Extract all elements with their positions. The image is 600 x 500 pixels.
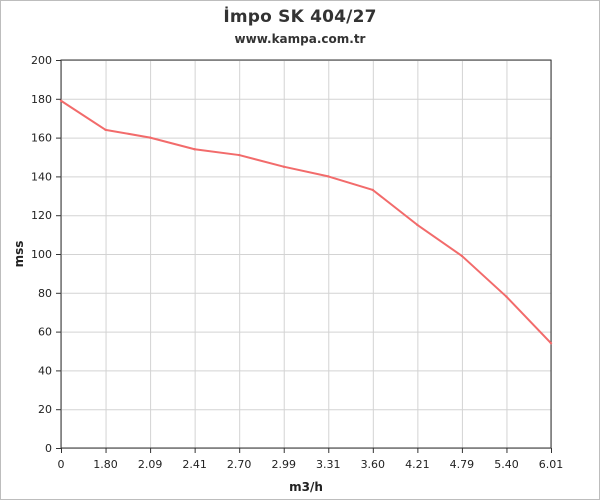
y-tick-label: 120 (31, 209, 52, 222)
data-point (193, 148, 196, 151)
x-tick-label: 4.21 (405, 458, 430, 471)
data-point (237, 153, 241, 157)
y-tick-label: 180 (31, 93, 52, 106)
series-line (60, 99, 552, 344)
data-point (549, 342, 553, 345)
data-point (59, 99, 63, 102)
y-tick-labels: 0 20 40 60 80 100 120 140 160 180 200 (31, 54, 61, 455)
y-tick-label: 60 (38, 326, 52, 339)
y-tick-label: 0 (45, 442, 52, 455)
x-tick-label: 3.60 (361, 458, 386, 471)
data-point (505, 295, 508, 298)
x-tick-label: 2.41 (182, 458, 207, 471)
y-tick-label: 200 (31, 54, 52, 67)
y-tick-label: 100 (31, 248, 52, 261)
chart-title: İmpo SK 404/27 (223, 7, 377, 27)
y-tick-label: 40 (38, 364, 52, 377)
data-point (148, 136, 152, 139)
x-tick-label: 2.99 (271, 458, 296, 471)
data-point (282, 165, 285, 168)
x-axis-title: m3/h (289, 480, 323, 494)
x-tick-label: 1.80 (93, 458, 118, 471)
y-tick-label: 140 (31, 170, 52, 183)
data-point (104, 128, 107, 132)
x-tick-label: 4.79 (450, 458, 475, 471)
x-tick-label: 5.40 (494, 458, 519, 471)
x-tick-label: 3.31 (316, 458, 341, 471)
data-point (327, 175, 330, 178)
data-point (416, 223, 419, 227)
data-point (460, 254, 464, 258)
y-axis-title: mss (12, 241, 26, 268)
series-layer (59, 99, 553, 345)
data-point (371, 188, 375, 192)
y-tick-label: 80 (38, 287, 52, 300)
x-tick-label: 6.01 (539, 458, 564, 471)
x-tick-labels: 0 1.80 2.09 2.41 2.70 2.99 3.31 3.60 4.21 4.79 5.4… (58, 448, 564, 471)
grid-layer (61, 60, 552, 449)
x-tick-label: 0 (58, 458, 65, 471)
chart-subtitle: www.kampa.com.tr (234, 32, 366, 46)
y-tick-label: 20 (38, 403, 52, 416)
y-tick-label: 160 (31, 132, 52, 145)
x-tick-label: 2.09 (138, 458, 163, 471)
x-tick-label: 2.70 (227, 458, 252, 471)
